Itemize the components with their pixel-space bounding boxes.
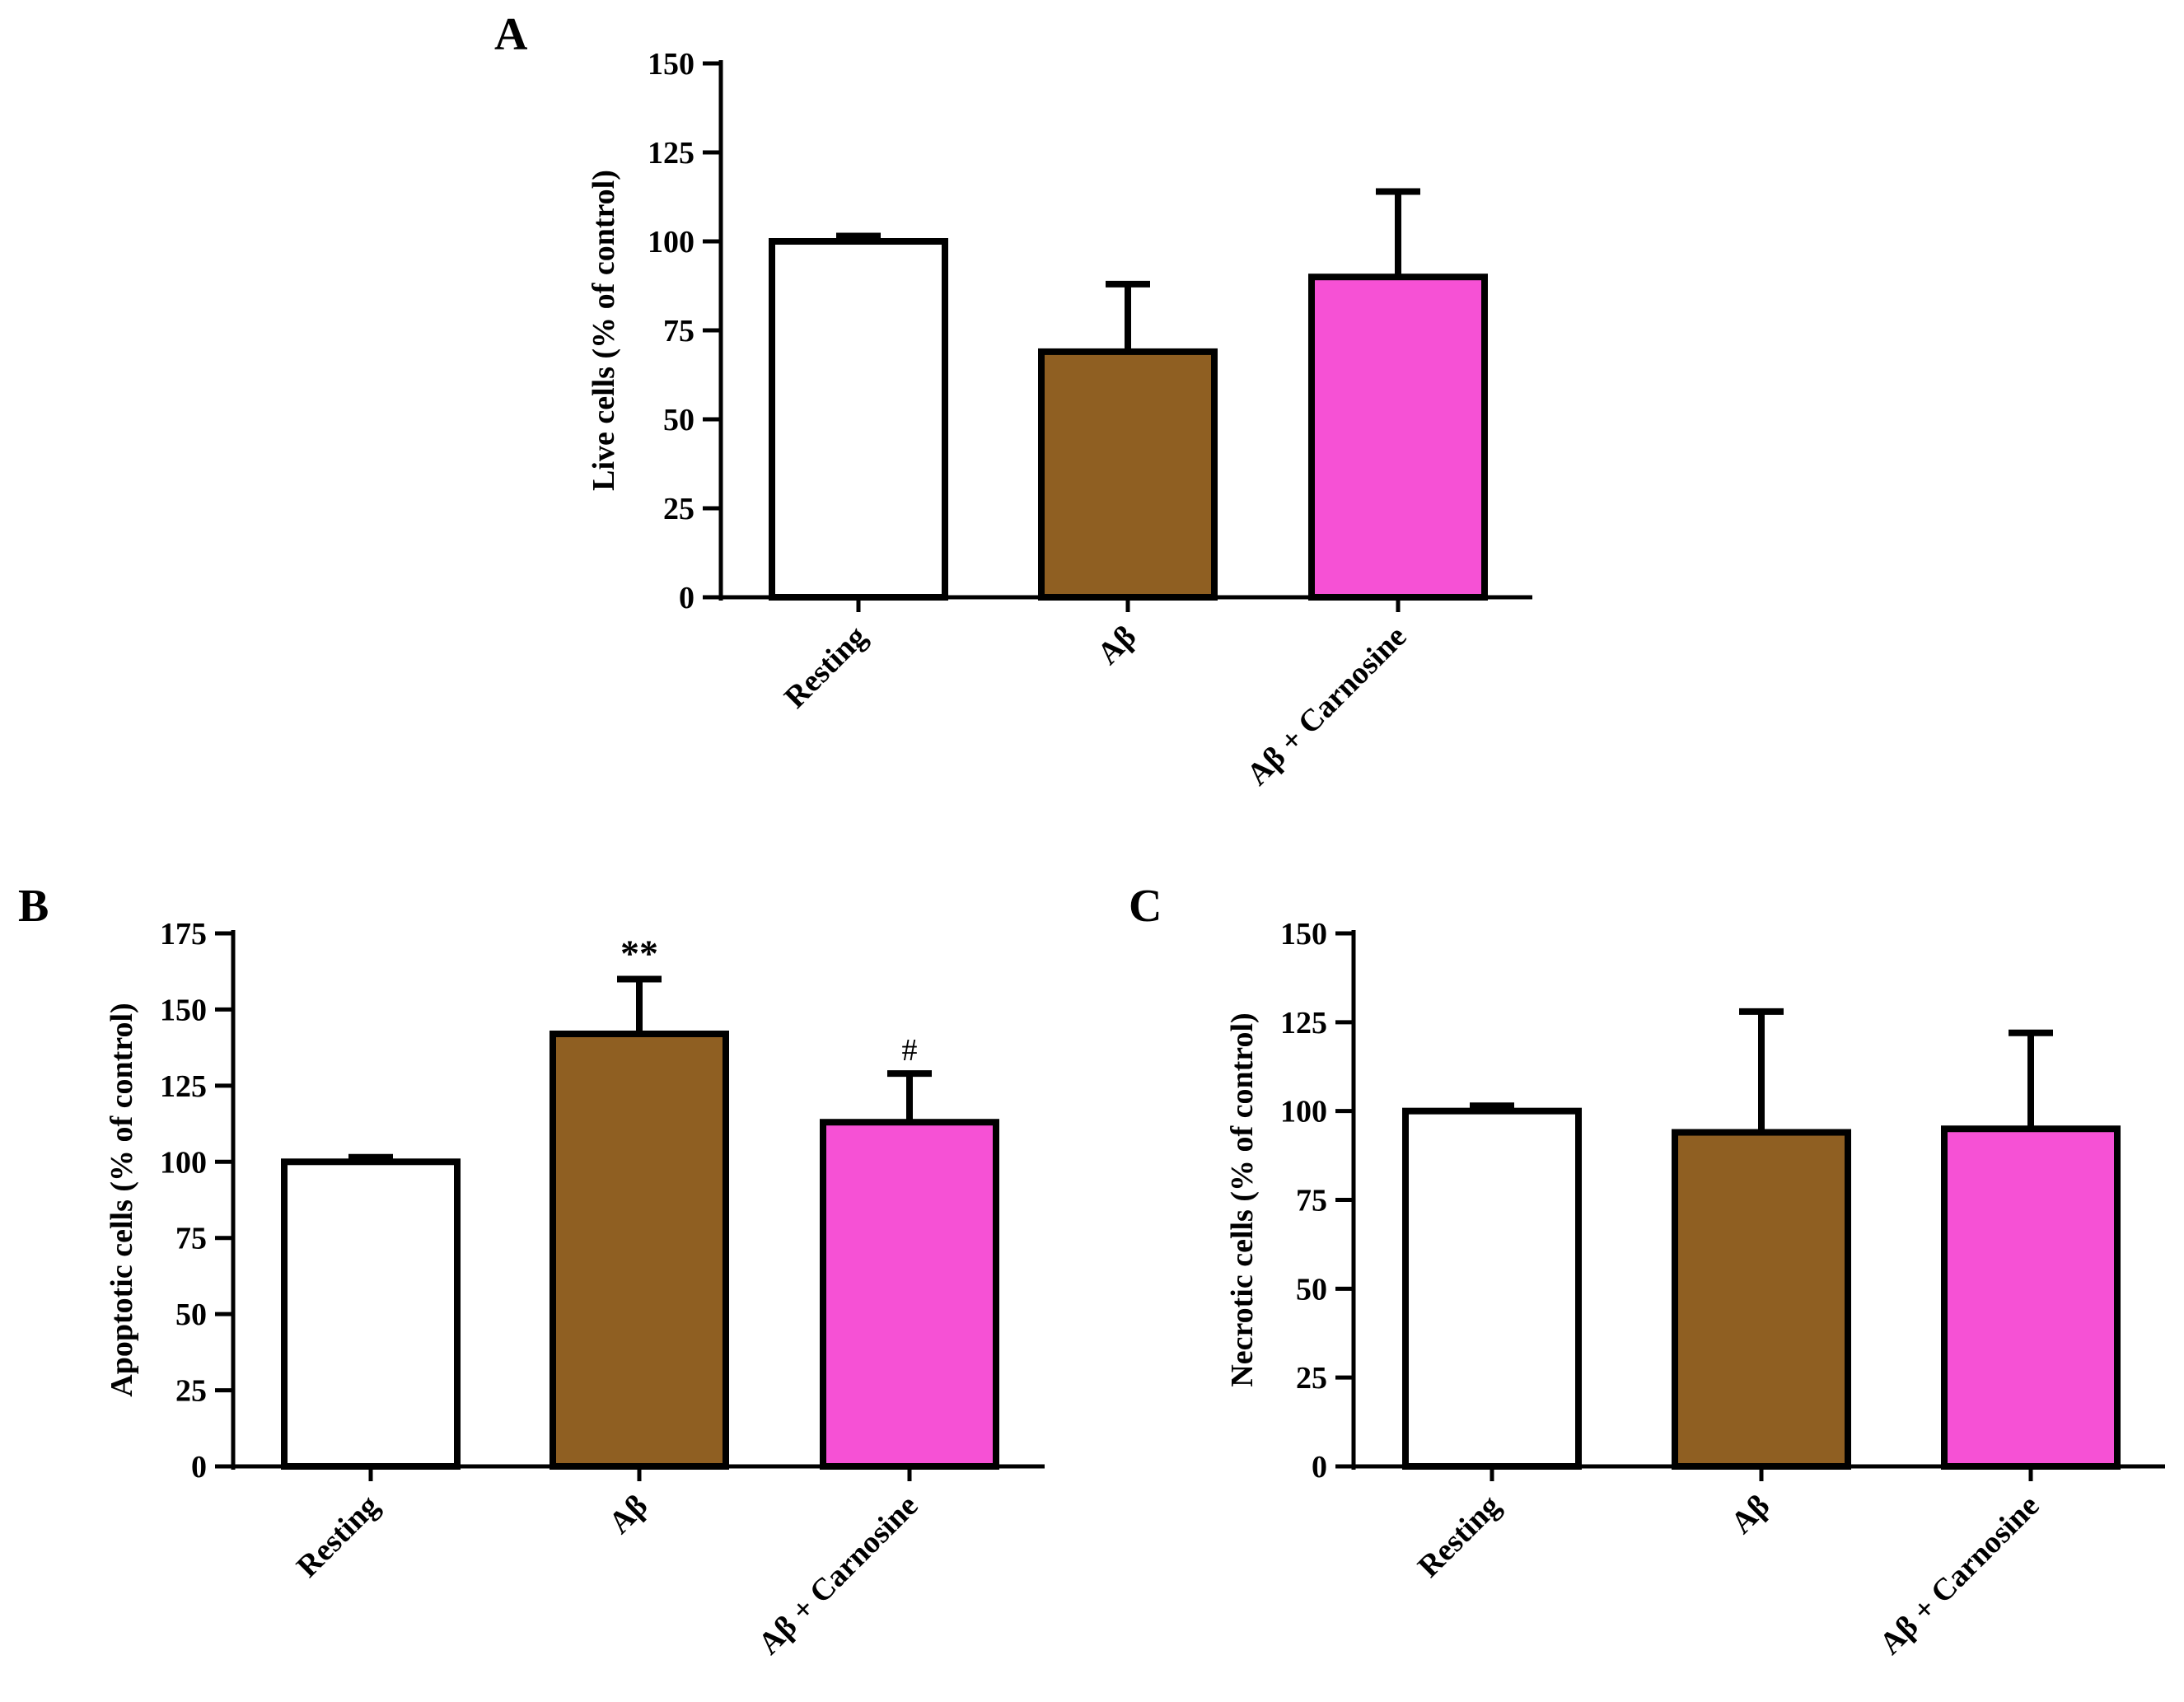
x-tick-label-a: Aβ [602,1489,654,1541]
panel-label-b: B [18,881,49,932]
bar-resting [1402,1107,1582,1470]
y-tick-label: 25 [175,1374,207,1409]
significance-annotation: ** [620,932,658,974]
bar-resting [281,1158,461,1471]
y-tick-label: 25 [1296,1361,1327,1396]
y-tick-label: 75 [663,314,694,348]
y-tick-label: 175 [160,917,207,952]
y-tick-label: 100 [648,225,694,260]
panel-label-c: C [1129,881,1162,932]
y-tick-label: 0 [191,1450,207,1485]
y-tick-label: 125 [648,136,694,171]
y-tick-label: 50 [175,1298,207,1332]
y-tick-label: 150 [1280,917,1327,952]
y-tick-label: 75 [175,1222,207,1256]
y-tick-label: 50 [663,403,694,437]
x-tick-label-resting: Resting [778,620,873,715]
x-tick-label-a-carnosine: Aβ + Carnosine [751,1489,924,1662]
x-tick-label-resting: Resting [290,1489,386,1584]
panel-label-a: A [494,9,528,60]
y-tick-label: 125 [1280,1006,1327,1040]
y-tick-label: 150 [160,993,207,1027]
chart-panel-b: B 0 25 50 75 100 125 150 175 Apoptotic cells (% o… [18,881,1045,1662]
y-tick-label: 0 [1312,1450,1327,1485]
y-tick-label: 150 [648,47,694,82]
bar-a [1038,348,1218,601]
significance-annotation: # [902,1033,918,1068]
bar-a-carnosine [1308,274,1488,601]
y-tick-label: 75 [1296,1184,1327,1218]
x-tick-label-resting: Resting [1411,1489,1507,1584]
y-axis-title: Apoptotic cells (% of control) [105,1003,139,1396]
y-tick-label: 100 [160,1145,207,1180]
x-tick-label-a-carnosine: Aβ + Carnosine [1240,620,1413,793]
x-tick-label-a-carnosine: Aβ + Carnosine [1873,1489,2046,1662]
x-tick-label-a: Aβ [1091,620,1143,671]
x-tick-label-a: Aβ [1724,1489,1776,1541]
chart-panel-a: A 0 25 50 75 100 125 150 Live cells (% of contro… [494,9,1532,793]
y-axis-title: Necrotic cells (% of control) [1225,1012,1260,1386]
y-axis-title: Live cells (% of control) [587,170,621,491]
bar-resting [769,238,948,601]
bar-a [1672,1129,1851,1470]
bar-a [550,1031,729,1470]
bar-a-carnosine [1941,1125,2121,1470]
y-tick-label: 50 [1296,1272,1327,1307]
bar-a-carnosine [820,1119,999,1471]
y-tick-label: 25 [663,492,694,526]
y-tick-label: 100 [1280,1095,1327,1129]
y-tick-label: 125 [160,1069,207,1104]
y-tick-label: 0 [679,581,694,615]
chart-panel-c: C 0 25 50 75 100 125 150 Necrotic cells (% of co… [1129,881,2165,1662]
